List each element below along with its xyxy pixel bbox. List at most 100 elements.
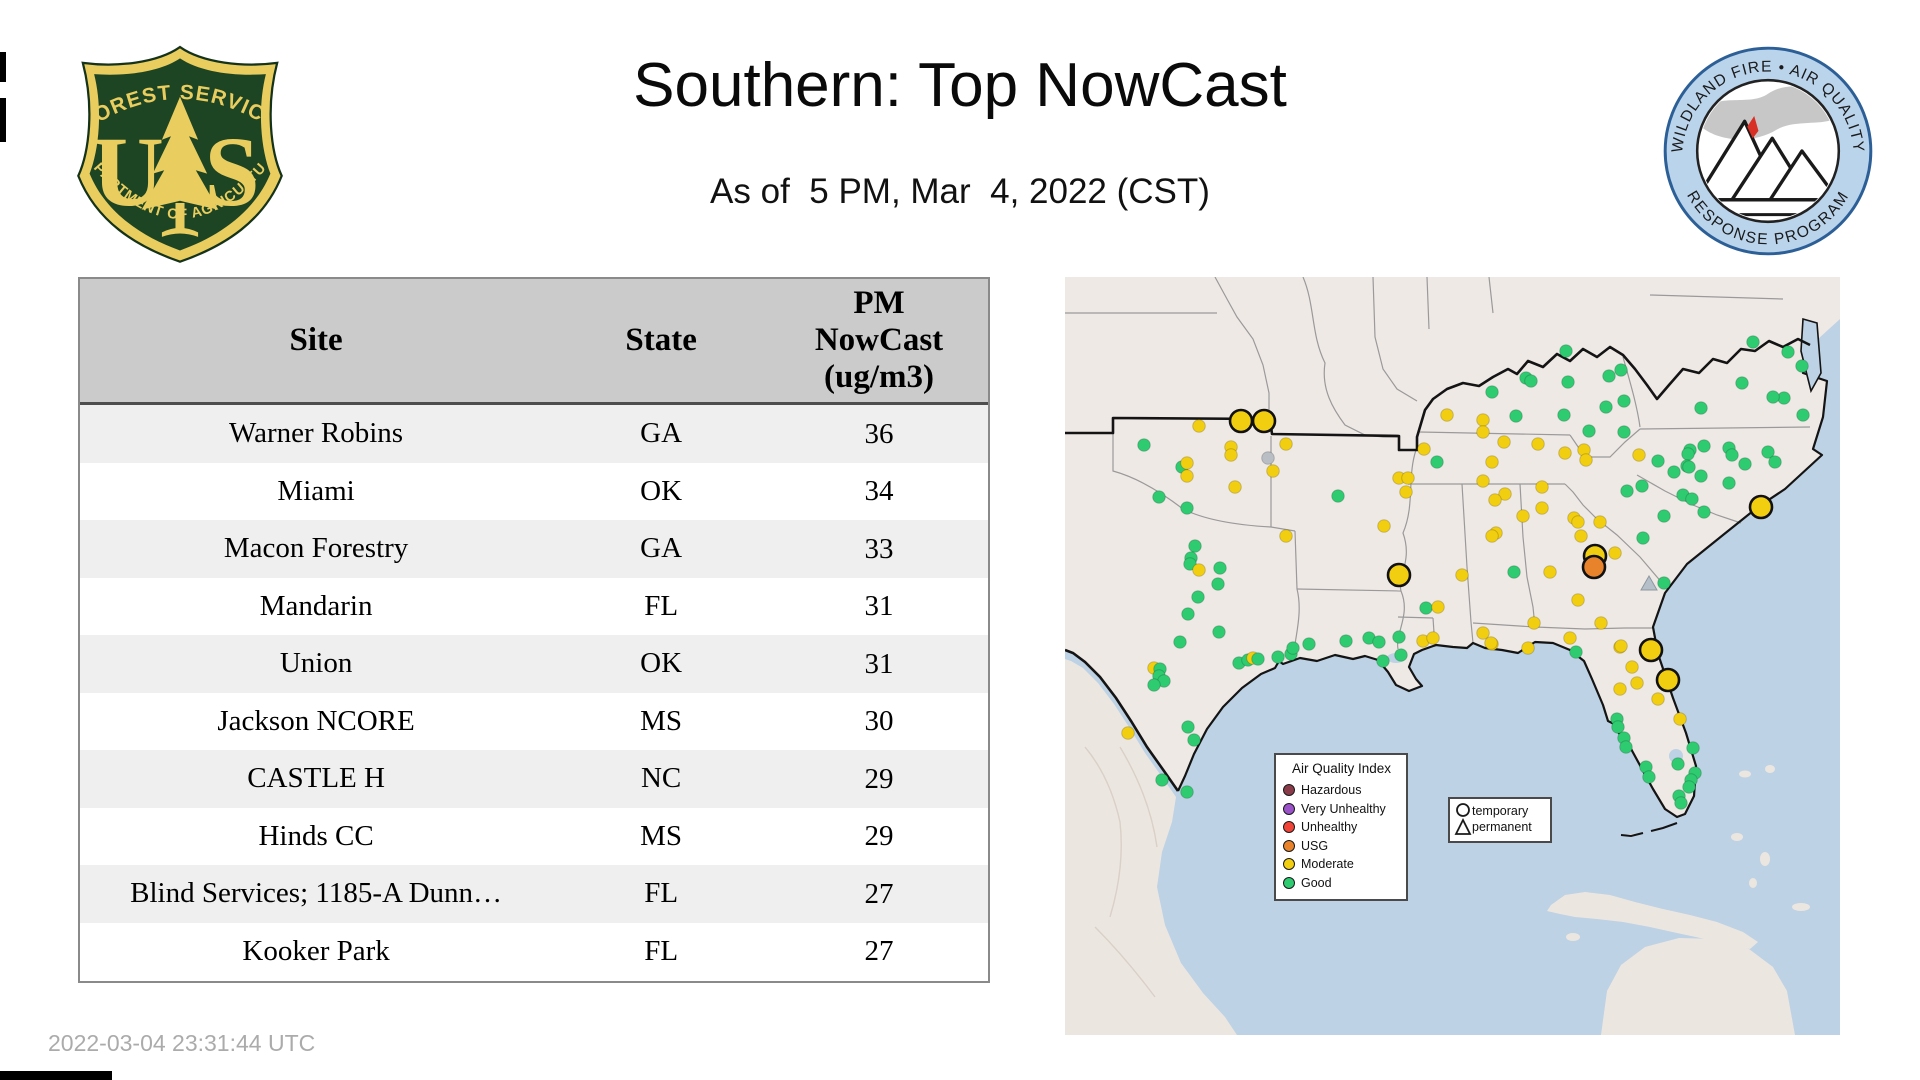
generation-timestamp: 2022-03-04 23:31:44 UTC [48, 1030, 316, 1056]
flame-icon [1747, 116, 1759, 139]
region-border [1065, 337, 1811, 452]
column-header-site: Site [289, 322, 343, 358]
monitor-dots-layer [1121, 335, 1810, 810]
cell-site: CASTLE H [247, 762, 385, 795]
monitor-dot [1212, 625, 1226, 639]
table-row: Warner Robins GA 36 [80, 405, 988, 463]
monitor-dot [1181, 720, 1195, 734]
table-row: Miami OK 34 [80, 462, 988, 520]
monitor-dot [1183, 557, 1197, 571]
monitor-dot [1155, 773, 1169, 787]
table-row: Macon Forestry GA 33 [80, 520, 988, 578]
cell-pm-nowcast: 36 [864, 417, 894, 450]
monitor-dot [1657, 576, 1671, 590]
monitor-dot [1521, 641, 1535, 655]
mexico-terrain [1084, 746, 1158, 998]
monitor-dot [1279, 529, 1293, 543]
monitor-dot [1657, 509, 1671, 523]
cell-pm-nowcast: 34 [864, 475, 894, 508]
monitor-dot [1574, 529, 1588, 543]
aqi-legend-title: Air Quality Index [1291, 761, 1392, 776]
monitor-dot [1795, 359, 1809, 373]
temporary-monitor-layer [1228, 408, 1774, 693]
forest-service-logo: FOREST SERVICE U S DEPARTMENT OF AGRICUL… [59, 20, 296, 264]
permanent-label: permanent [1472, 820, 1532, 834]
monitor-dot [1476, 474, 1490, 488]
southeast-us-map [1065, 277, 1840, 1035]
cell-state: FL [644, 589, 679, 622]
monitor-dot [1509, 409, 1523, 423]
page-edge-artifact [0, 98, 6, 142]
monitor-map: Air Quality Index Hazardous Very Unhealth… [1065, 277, 1840, 1035]
marker-symbols-icon [1454, 803, 1472, 835]
aqi-legend-label: Good [1301, 875, 1332, 890]
coastline [1177, 335, 1829, 819]
monitor-dot [1188, 539, 1202, 553]
cell-pm-nowcast: 27 [864, 935, 894, 968]
monitor-dot [1682, 460, 1696, 474]
monitor-dot [1455, 568, 1469, 582]
wfaqrp-logo: WILDLAND FIRE • AIR QUALITY RESPONSE PRO… [1662, 40, 1874, 262]
monitor-dot [1617, 394, 1631, 408]
monitor-dot [1484, 636, 1498, 650]
aqi-legend-items: Hazardous Very Unhealthy Unhealthy USG Moder… [1283, 781, 1400, 892]
aqi-legend-item: Moderate [1283, 855, 1400, 874]
table-row: CASTLE H NC 29 [80, 750, 988, 808]
aqi-legend-label: Moderate [1301, 857, 1354, 872]
monitor-dot [1671, 757, 1685, 771]
monitor-dot [1173, 635, 1187, 649]
cell-state: GA [640, 532, 683, 565]
florida-keys [1620, 822, 1678, 838]
monitor-dot [1392, 630, 1406, 644]
monitor-dot [1651, 454, 1665, 468]
table-body: Warner Robins GA 36 Miami OK 34 Macon Forestry… [80, 405, 988, 980]
aqi-legend-label: Unhealthy [1301, 820, 1358, 835]
monitor-dot [1738, 457, 1752, 471]
monitor-dot [1527, 616, 1541, 630]
temporary-monitor-marker [1581, 554, 1607, 580]
monitor-dot [1376, 654, 1390, 668]
temporary-monitor-marker [1638, 637, 1664, 663]
svg-text:S: S [204, 116, 259, 227]
monitor-dot [1613, 682, 1627, 696]
monitor-dot [1697, 439, 1711, 453]
cell-site: Mandarin [259, 589, 373, 622]
monitor-dot [1766, 390, 1780, 404]
cell-state: NC [640, 762, 682, 795]
monitor-dot [1571, 593, 1585, 607]
monitor-dot [1401, 471, 1415, 485]
monitor-dot [1211, 577, 1225, 591]
monitor-dot [1498, 487, 1512, 501]
monitor-dot [1377, 519, 1391, 533]
monitor-dot [1507, 565, 1521, 579]
monitor-dot [1485, 529, 1499, 543]
cell-site: Macon Forestry [223, 532, 409, 565]
monitor-dot [1735, 376, 1749, 390]
monitor-dot [1619, 740, 1633, 754]
monitor-dot [1417, 442, 1431, 456]
monitor-dot [1302, 637, 1316, 651]
column-header-pm-nowcast: PM NowCast (ug/m3) [814, 285, 944, 395]
monitor-dot [1213, 561, 1227, 575]
cell-pm-nowcast: 27 [864, 877, 894, 910]
monitor-dot [1697, 505, 1711, 519]
monitor-dot [1686, 741, 1700, 755]
svg-text:U: U [92, 116, 164, 227]
monitor-dot [1636, 531, 1650, 545]
cell-state: FL [644, 877, 679, 910]
nowcast-table: Site State PM NowCast (ug/m3) Warner Rob… [78, 277, 990, 983]
monitor-dot [1279, 437, 1293, 451]
monitor-dot [1569, 645, 1583, 659]
aqi-color-dot-icon [1283, 784, 1295, 797]
monitor-dot [1271, 650, 1285, 664]
cell-pm-nowcast: 31 [864, 590, 894, 623]
monitor-dot [1543, 565, 1557, 579]
monitor-dot [1524, 374, 1538, 388]
cell-site: Jackson NCORE [217, 704, 415, 737]
page-subtitle: As of 5 PM, Mar 4, 2022 (CST) [710, 172, 1210, 211]
monitor-dot [1630, 676, 1644, 690]
monitor-dot [1476, 626, 1490, 640]
monitor-dot [1594, 616, 1608, 630]
monitor-dot [1339, 634, 1353, 648]
monitor-dot [1261, 451, 1275, 465]
